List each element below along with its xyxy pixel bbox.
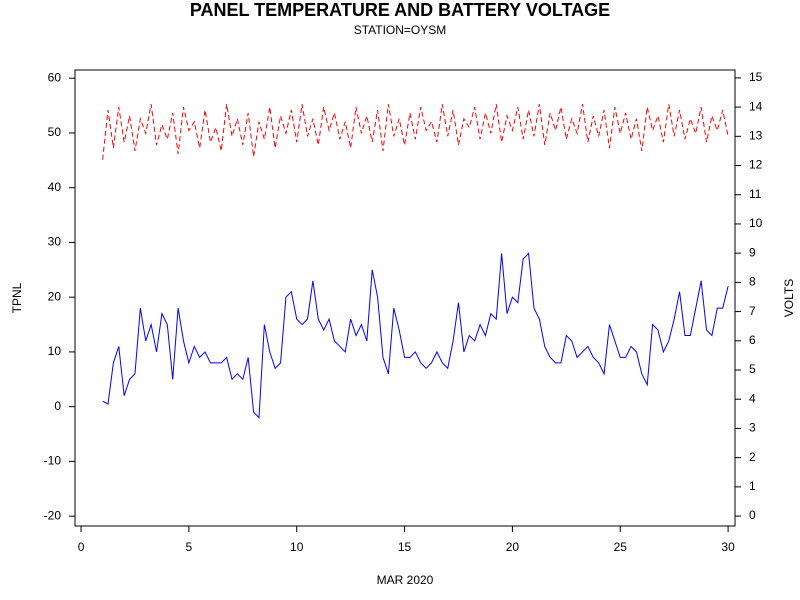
y-tick-label: 20 [48, 289, 62, 303]
y2-tick-label: 9 [749, 245, 756, 259]
series-line [102, 252, 729, 419]
x-tick-label: 0 [78, 540, 85, 554]
y2-tick-label: 3 [749, 421, 756, 435]
x-tick-label: 20 [506, 540, 520, 554]
x-tick-label: 15 [398, 540, 412, 554]
y-tick-label: 50 [48, 125, 62, 139]
y2-tick-label: 6 [749, 333, 756, 347]
y-axis-label: TPNL [10, 282, 24, 313]
chart-subtitle: STATION=OYSM [354, 23, 447, 37]
x-tick-label: 25 [614, 540, 628, 554]
y-tick-label: -20 [44, 508, 62, 522]
y2-tick-label: 7 [749, 304, 756, 318]
x-tick-label: 5 [186, 540, 193, 554]
y2-tick-label: 1 [749, 479, 756, 493]
y-tick-label: 0 [54, 399, 61, 413]
chart-title: PANEL TEMPERATURE AND BATTERY VOLTAGE [190, 0, 610, 20]
x-tick-label: 10 [290, 540, 304, 554]
y2-axis-label: VOLTS [782, 279, 796, 317]
y2-tick-label: 11 [749, 187, 762, 201]
y-tick-label: 40 [48, 180, 62, 194]
y2-tick-label: 14 [749, 99, 763, 113]
y2-tick-label: 2 [749, 450, 756, 464]
plot-frame [74, 69, 736, 527]
y2-tick-label: 15 [749, 70, 763, 84]
y2-tick-label: 4 [749, 391, 756, 405]
y-tick-label: 60 [48, 70, 62, 84]
y2-tick-label: 10 [749, 216, 763, 230]
y2-tick-label: 8 [749, 275, 756, 289]
series-line [102, 104, 729, 160]
y-tick-label: -10 [44, 454, 62, 468]
y2-tick-label: 13 [749, 128, 763, 142]
y-tick-label: 10 [48, 344, 62, 358]
y2-tick-label: 5 [749, 362, 756, 376]
y2-tick-label: 0 [749, 508, 756, 522]
x-axis-label: MAR 2020 [377, 573, 434, 587]
y2-tick-label: 12 [749, 158, 763, 172]
y-tick-label: 30 [48, 235, 62, 249]
x-tick-label: 30 [721, 540, 735, 554]
